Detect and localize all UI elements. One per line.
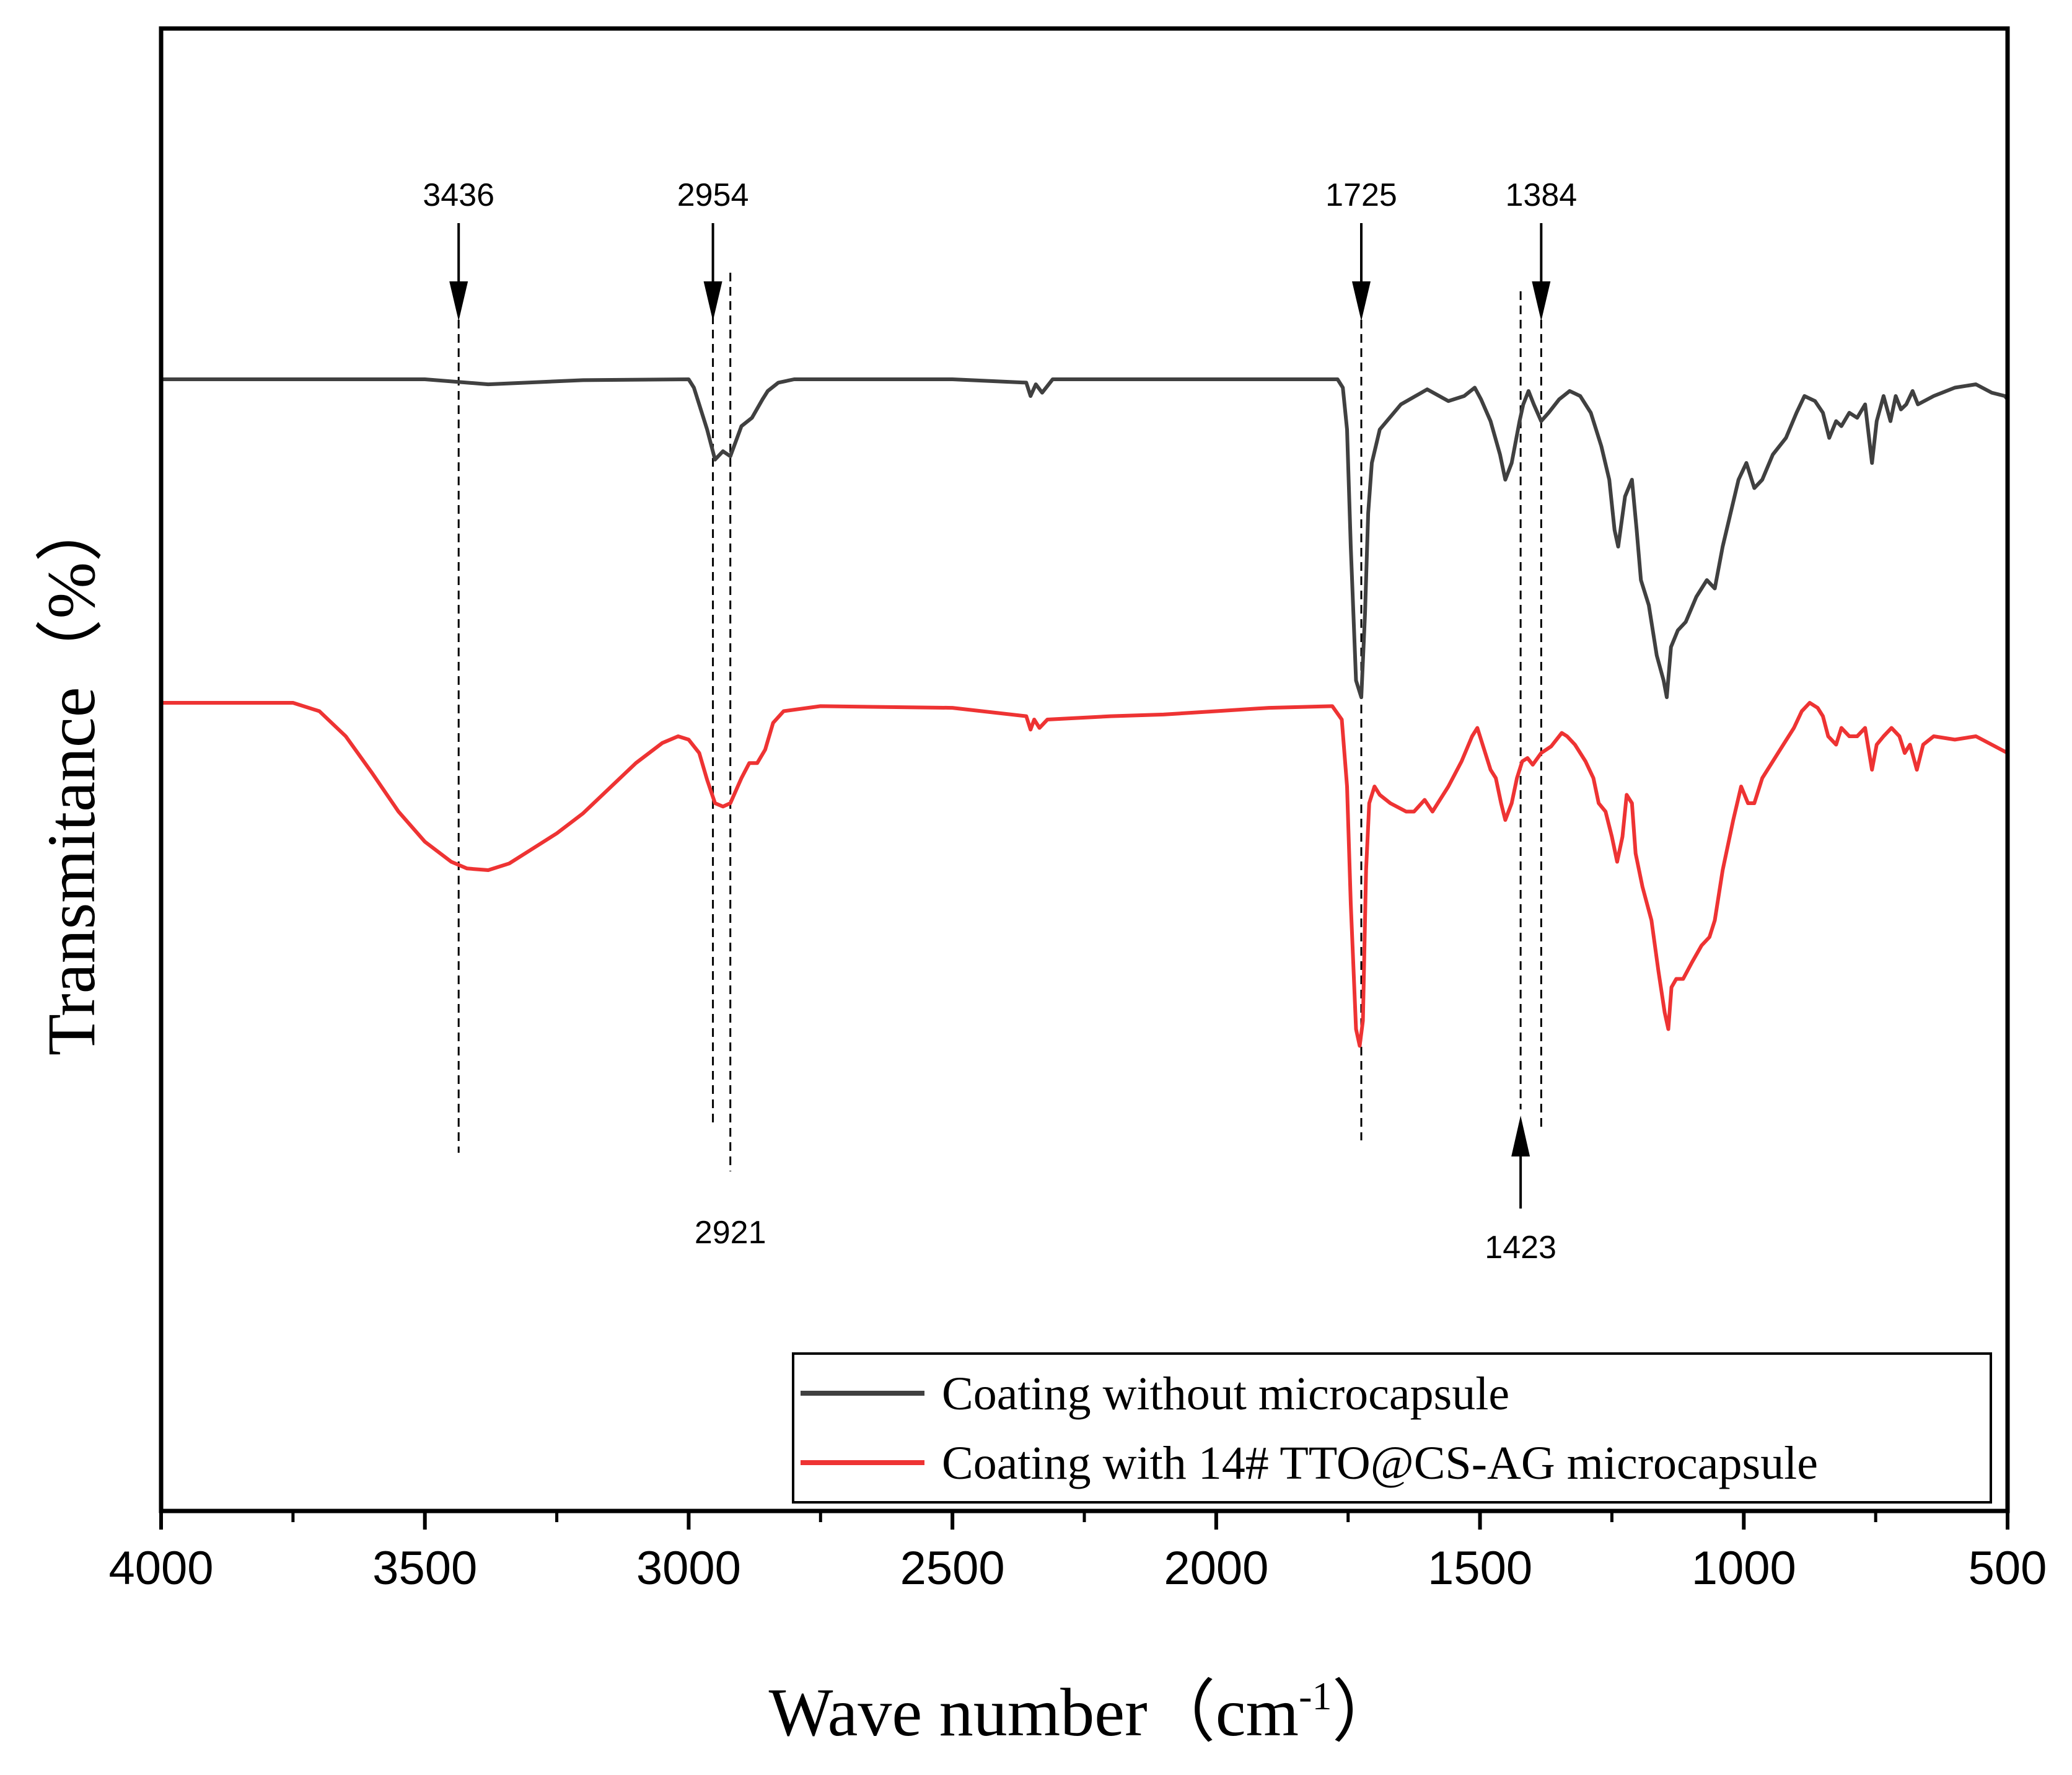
annotation-labels: 3436 2954 2921 1725 1384 1423 (423, 177, 1577, 1266)
peak-label-1725: 1725 (1325, 177, 1397, 213)
series-layer (161, 377, 2008, 1048)
y-axis-title: Transmitance（%） (33, 494, 109, 1055)
legend-box (792, 1352, 1992, 1504)
x-tick-label: 1500 (1428, 1542, 1532, 1595)
peak-label-2954: 2954 (677, 177, 749, 213)
legend-label-coating-without-microcapsule: Coating without microcapsule (942, 1368, 1509, 1420)
peak-label-2921: 2921 (695, 1215, 766, 1251)
arrow-head-1725 (1352, 281, 1371, 321)
x-axis-title-main: Wave number（cm (769, 1675, 1299, 1750)
legend-label-coating-with-microcapsule: Coating with 14# TTO@CS-AG microcapsule (942, 1437, 1818, 1489)
annotation-guide-lines (457, 273, 1542, 1171)
x-tick-label: 3500 (372, 1542, 477, 1595)
legend: Coating without microcapsule Coating wit… (792, 1352, 1992, 1504)
series-line-coating-with-microcapsule (161, 701, 2008, 1048)
x-axis: 4000 3500 3000 2500 2000 1500 1000 500 (108, 1511, 2047, 1595)
x-axis-title: Wave number（cm-1） (769, 1674, 1400, 1750)
arrow-head-1423 (1511, 1116, 1530, 1156)
arrow-head-3436 (449, 281, 468, 321)
x-tick-label: 4000 (108, 1542, 213, 1595)
series-line-coating-without-microcapsule (161, 377, 2008, 699)
x-axis-title-superscript: -1 (1299, 1674, 1332, 1718)
x-tick-label: 1000 (1692, 1542, 1796, 1595)
x-tick-label: 2000 (1164, 1542, 1268, 1595)
peak-label-1384: 1384 (1505, 177, 1577, 213)
arrow-head-2954 (703, 281, 722, 321)
arrow-head-1384 (1532, 281, 1551, 321)
x-tick-label: 500 (1969, 1542, 2047, 1595)
x-tick-label: 3000 (636, 1542, 741, 1595)
x-axis-title-close: ） (1332, 1675, 1400, 1750)
peak-label-1423: 1423 (1485, 1230, 1556, 1266)
peak-label-3436: 3436 (423, 177, 494, 213)
x-tick-label: 2500 (900, 1542, 1005, 1595)
annotation-arrows (449, 223, 1551, 1209)
